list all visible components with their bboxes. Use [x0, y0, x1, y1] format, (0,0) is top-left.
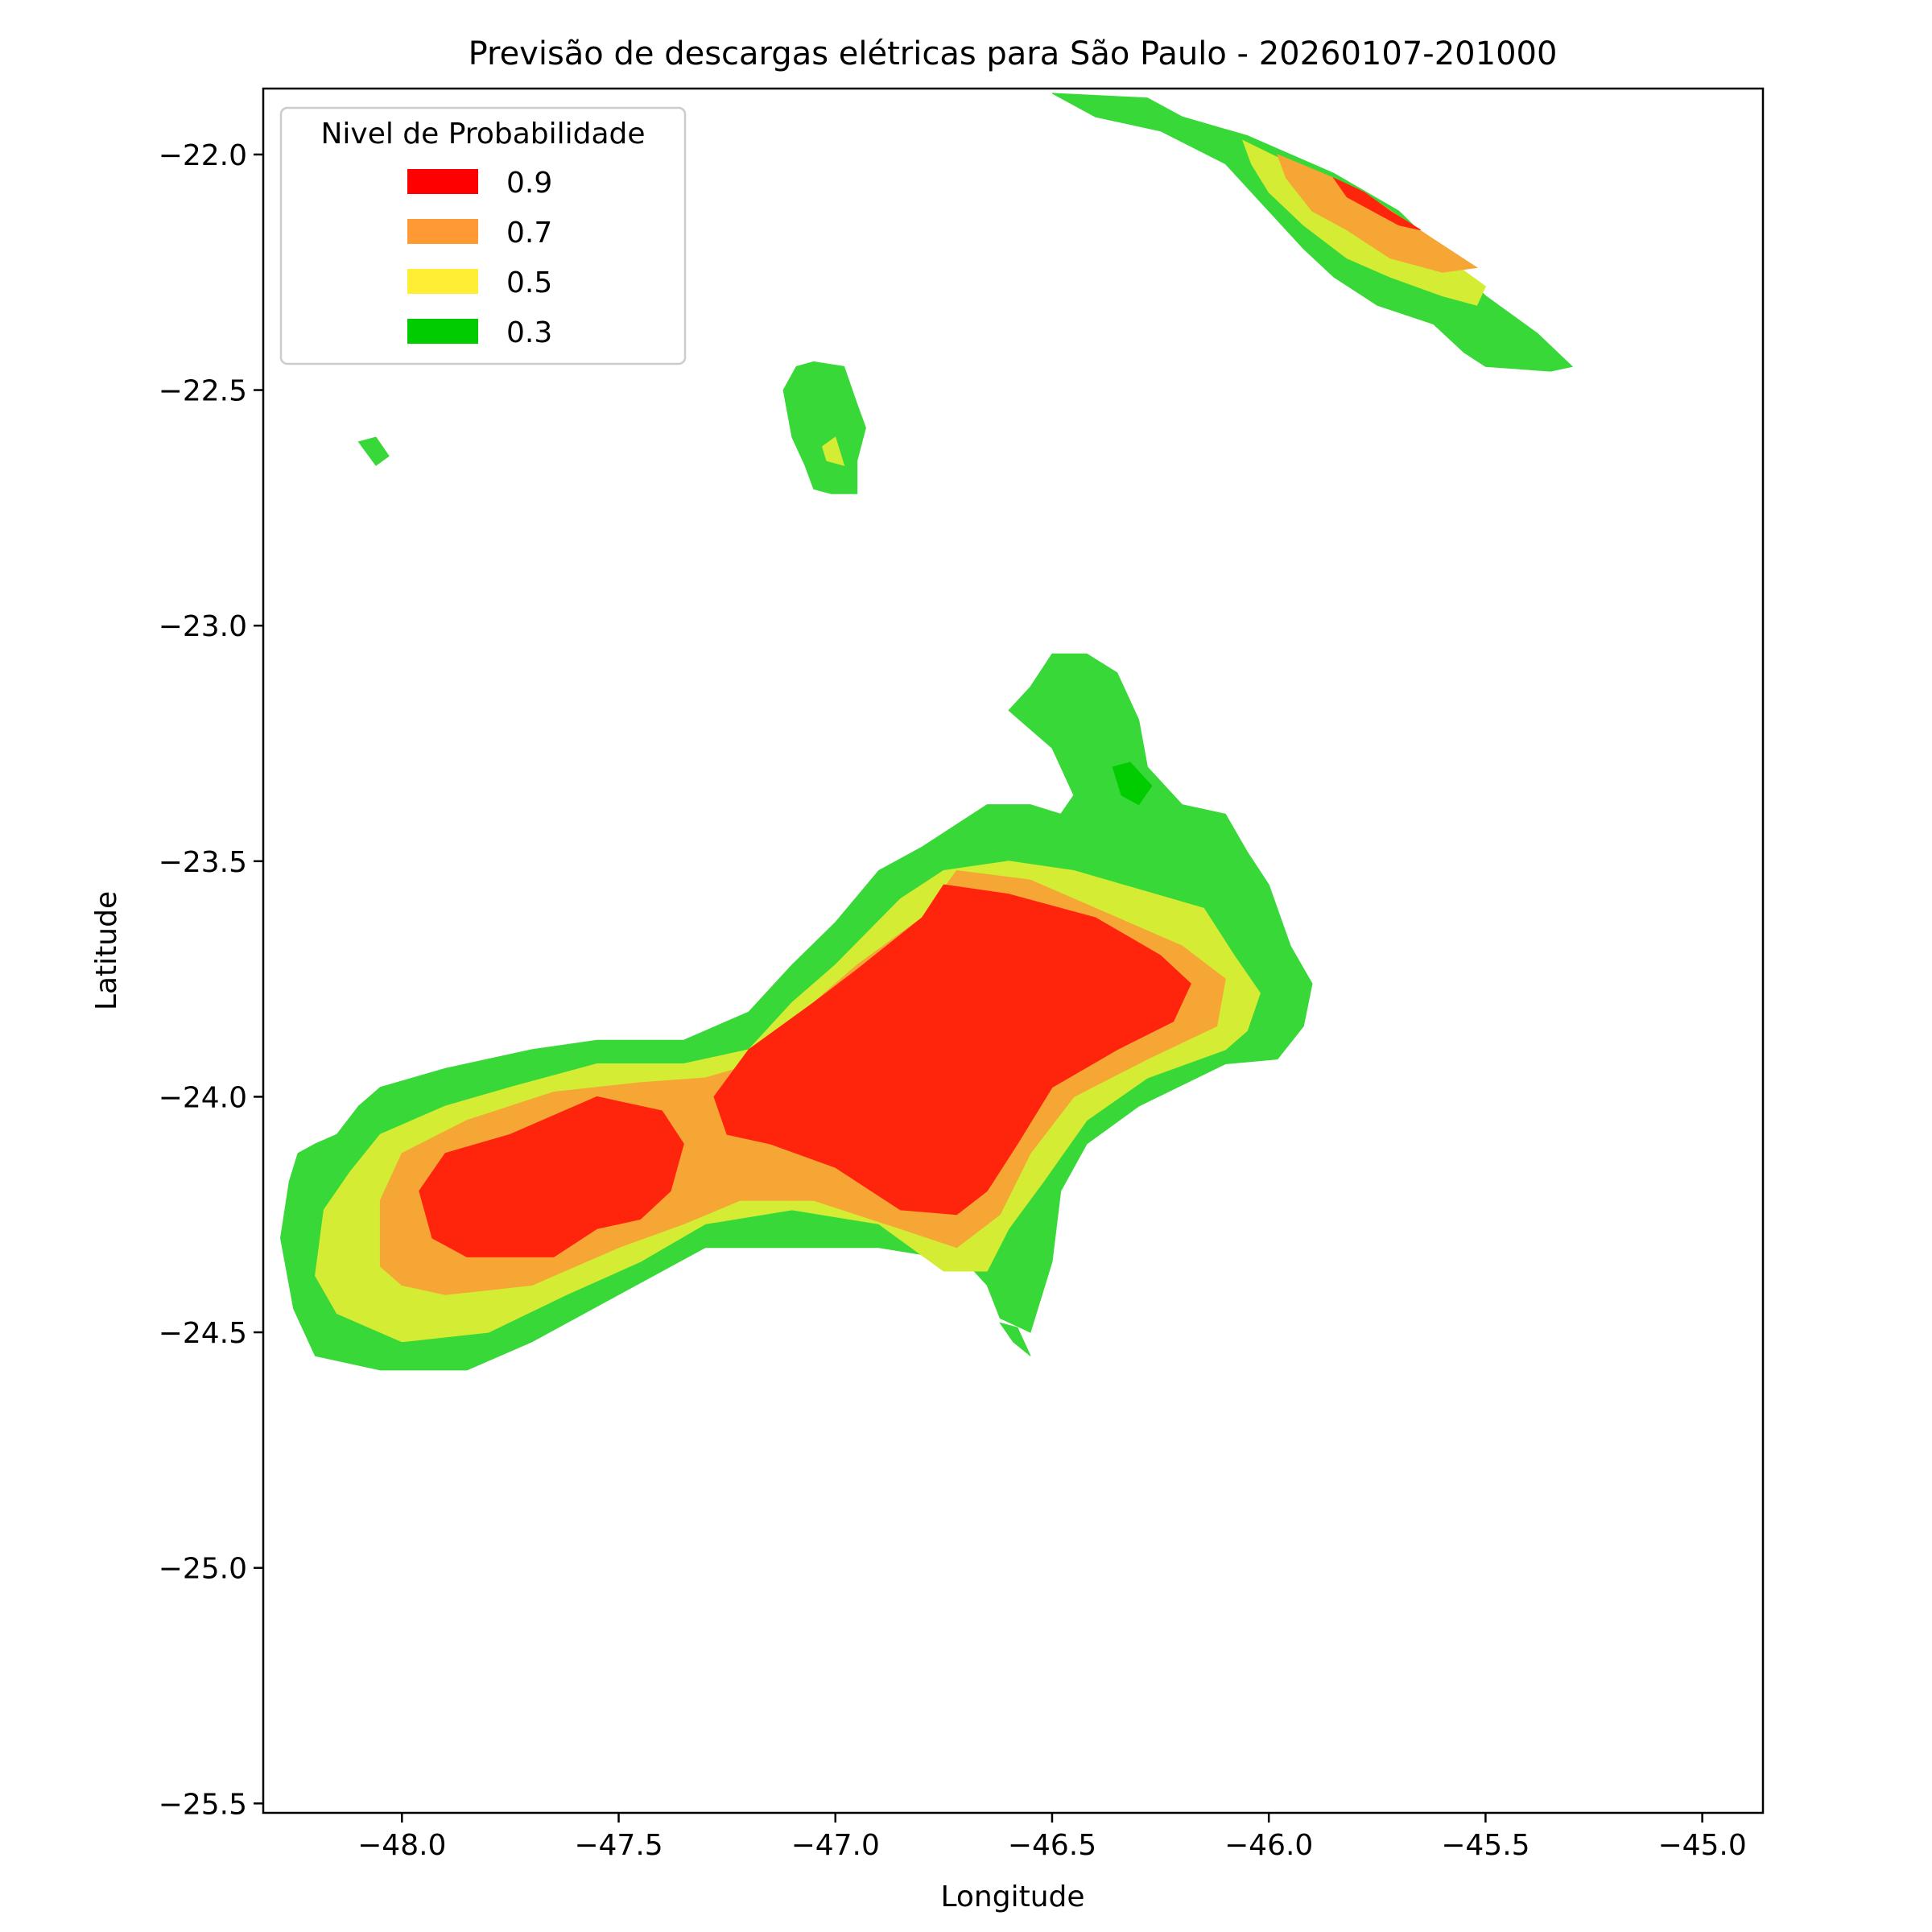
- y-tick-label: −24.0: [159, 1081, 247, 1114]
- y-axis-label: Latitude: [90, 891, 123, 1010]
- legend: Nivel de Probabilidade 0.9 0.7 0.5 0.3: [279, 106, 687, 365]
- contour-region-05-1-1: [822, 436, 845, 466]
- contour-region-09-3-2: [1332, 176, 1421, 231]
- legend-title: Nivel de Probabilidade: [320, 118, 645, 151]
- contour-region-09-3-1: [713, 884, 1191, 1216]
- legend-swatch: [407, 169, 478, 194]
- legend-box: [279, 106, 687, 365]
- y-tick-label: −22.5: [159, 375, 247, 408]
- legend-entry-label: 0.5: [506, 266, 552, 299]
- legend-entry-label: 0.9: [506, 167, 552, 200]
- y-tick-label: −23.0: [159, 610, 247, 643]
- y-tick-label: −25.0: [159, 1553, 247, 1586]
- contour-region-09-3-0: [419, 1096, 684, 1257]
- x-tick-label: −47.0: [791, 1829, 880, 1862]
- legend-swatch: [407, 319, 478, 344]
- x-axis-label: Longitude: [940, 1880, 1084, 1913]
- y-tick-label: −23.5: [159, 846, 247, 879]
- contour-layer: [279, 93, 1574, 1371]
- y-tick-label: −22.0: [159, 139, 247, 172]
- x-axis: −48.0 −47.5 −47.0 −46.5 −46.0 −45.5 −45.0: [357, 1813, 1747, 1862]
- y-tick-label: −24.5: [159, 1317, 247, 1350]
- contour-region-03-4-0: [1112, 762, 1153, 806]
- legend-entry-label: 0.7: [506, 217, 552, 250]
- x-tick-label: −48.0: [357, 1829, 446, 1862]
- legend-entry-label: 0.3: [506, 316, 552, 349]
- contour-region-03-0-1: [782, 361, 866, 494]
- legend-swatch: [407, 269, 478, 294]
- x-tick-label: −46.0: [1224, 1829, 1313, 1862]
- y-axis: −22.0 −22.5 −23.0 −23.5 −24.0 −24.5 −25.0 −25.5: [159, 139, 263, 1821]
- x-tick-label: −45.5: [1441, 1829, 1530, 1862]
- x-tick-label: −47.5: [574, 1829, 663, 1862]
- contour-region-03-0-3: [357, 436, 390, 466]
- x-tick-label: −46.5: [1008, 1829, 1096, 1862]
- contour-region-03-0-4: [999, 1322, 1031, 1356]
- y-tick-label: −25.5: [159, 1788, 247, 1821]
- chart-title: Previsão de descargas elétricas para São…: [469, 35, 1558, 72]
- legend-entries: 0.9 0.7 0.5 0.3: [407, 167, 552, 349]
- x-tick-label: −45.0: [1657, 1829, 1746, 1862]
- legend-swatch: [407, 219, 478, 244]
- plot-area-frame: [262, 87, 1765, 1814]
